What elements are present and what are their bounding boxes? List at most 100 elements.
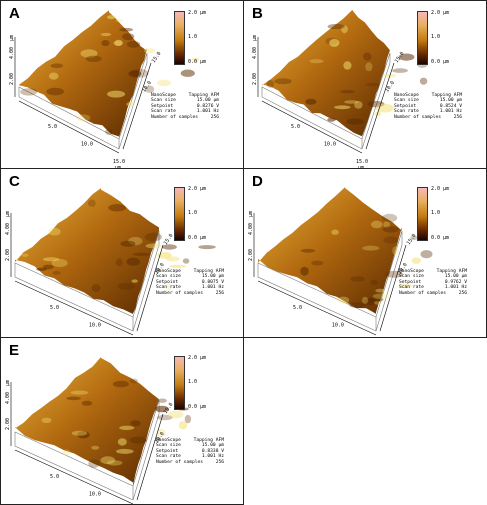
param-row: Number of samples 256 xyxy=(156,460,224,465)
surface-texture xyxy=(382,213,398,223)
surface-texture xyxy=(20,88,38,96)
param-row: Scan rate 1.001 Hz xyxy=(399,285,467,290)
colorbar-label: 1.0 xyxy=(188,210,198,216)
param-value: 256 xyxy=(215,290,224,296)
surface-texture xyxy=(130,420,141,427)
x-tick-label: 15.0 xyxy=(113,159,125,165)
scan-parameters: NanoScope Tapping AFM Scan size 15.00 µm Set… xyxy=(151,93,219,120)
surface-texture xyxy=(48,72,59,80)
surface-texture xyxy=(107,90,126,98)
y-tick-label: 10.0 xyxy=(154,262,166,275)
x-tick-label: 10.0 xyxy=(332,323,344,329)
param-label: Setpoint xyxy=(151,103,174,109)
y-tick-label: 15.0 xyxy=(151,51,163,64)
surface-texture xyxy=(180,69,195,77)
surface-texture xyxy=(76,114,91,122)
surface-texture xyxy=(398,283,412,288)
frame-e-right xyxy=(243,337,244,505)
surface-texture xyxy=(198,245,216,250)
param-row: Number of samples 256 xyxy=(399,291,467,296)
panel-letter: E xyxy=(9,342,20,359)
afm-panel-a: A 4.00 2.00 µm 5.0 10.0 15.0 µm 10.0 15.0 2.0 µm 1.… xyxy=(1,1,243,168)
surface-texture xyxy=(62,449,71,456)
x-tick-label: 10.0 xyxy=(89,323,101,329)
param-row: NanoScope Tapping AFM xyxy=(394,93,462,98)
param-row: NanoScope Tapping AFM xyxy=(156,269,224,274)
param-label: Setpoint xyxy=(399,279,422,285)
surface-texture xyxy=(156,414,173,421)
x-tick-label: 15.0 xyxy=(356,159,368,165)
height-colorbar xyxy=(174,11,185,65)
param-value: 0.8075 V xyxy=(201,279,224,285)
colorbar-label: 1.0 xyxy=(431,34,441,40)
colorbar-label: 0.0 µm xyxy=(188,59,207,65)
x-axis xyxy=(257,280,377,336)
surface-texture xyxy=(119,27,133,32)
surface-texture xyxy=(108,204,127,212)
surface-texture xyxy=(365,62,373,72)
param-label: Number of samples xyxy=(151,114,199,120)
param-value: 256 xyxy=(215,459,224,465)
x-unit-label: µm xyxy=(358,165,364,168)
param-row: Scan rate 1.001 Hz xyxy=(151,109,219,114)
surface-texture xyxy=(88,459,100,468)
surface-texture xyxy=(165,283,173,291)
surface-texture xyxy=(300,248,316,253)
surface-texture xyxy=(36,267,47,271)
param-row: Scan size 15.00 µm xyxy=(156,274,224,279)
param-label: Scan rate xyxy=(156,285,181,291)
surface-texture xyxy=(392,246,399,256)
param-value: Tapping AFM xyxy=(431,93,462,98)
surface-texture xyxy=(129,378,138,384)
z-tick-label: 2.00 xyxy=(5,418,11,430)
param-label: Scan size xyxy=(399,274,424,280)
surface-texture xyxy=(117,438,127,446)
param-label: NanoScope xyxy=(156,438,181,443)
param-value: Tapping AFM xyxy=(193,269,224,274)
frame-left xyxy=(0,0,1,505)
param-value: 15.00 µm xyxy=(444,274,467,280)
surface-texture xyxy=(122,33,135,41)
x-axis xyxy=(261,100,363,154)
surface-texture xyxy=(133,252,151,256)
param-row: NanoScope Tapping AFM xyxy=(151,93,219,98)
param-label: Scan rate xyxy=(151,109,176,115)
surface-texture xyxy=(113,40,123,46)
surface-texture xyxy=(81,400,93,406)
colorbar-label: 2.0 µm xyxy=(188,10,207,16)
panel-letter: A xyxy=(9,5,20,22)
surface-texture xyxy=(41,417,52,423)
param-row: Scan size 15.00 µm xyxy=(394,98,462,103)
x-axis xyxy=(18,100,120,154)
param-row: Scan size 15.00 µm xyxy=(399,274,467,279)
x-tick-label: 10.0 xyxy=(324,141,336,147)
z-unit-label: µm xyxy=(5,380,11,386)
param-value: Tapping AFM xyxy=(436,269,467,274)
surface-texture xyxy=(42,264,54,270)
surface-texture xyxy=(383,221,390,228)
z-unit-label: µm xyxy=(9,35,15,41)
param-value: 0.9762 V xyxy=(444,279,467,285)
surface-texture xyxy=(52,270,61,275)
x-tick-label: 5.0 xyxy=(50,305,59,311)
surface-texture xyxy=(385,270,403,278)
surface-texture xyxy=(349,302,366,308)
surface-texture xyxy=(311,260,324,266)
frame-row1 xyxy=(0,168,487,169)
z-tick-label: 4.00 xyxy=(252,47,258,59)
panel-letter: D xyxy=(252,173,263,190)
param-label: Number of samples xyxy=(394,114,442,120)
colorbar-label: 2.0 µm xyxy=(431,186,450,192)
surface-texture xyxy=(100,456,116,465)
x-tick-label: 5.0 xyxy=(293,305,302,311)
surface-texture xyxy=(106,460,123,466)
surface-texture xyxy=(143,48,156,54)
surface-texture xyxy=(87,199,96,207)
surface-texture xyxy=(70,390,89,395)
z-tick-label: 4.00 xyxy=(5,392,11,404)
